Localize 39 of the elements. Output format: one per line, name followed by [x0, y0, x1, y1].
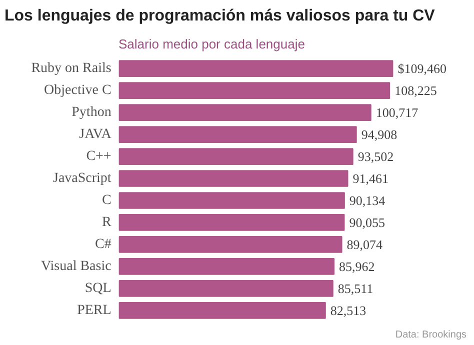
data-label: 82,513 — [330, 302, 366, 318]
chart-subtitle: Salario medio por cada lenguaje — [118, 36, 305, 52]
bar — [118, 192, 345, 209]
bar — [118, 236, 342, 253]
data-label: 90,134 — [349, 192, 386, 208]
bar — [118, 126, 357, 143]
data-label: 93,502 — [358, 149, 394, 164]
chart-title: Los lenguajes de programación más valiosos para tu CV — [4, 8, 436, 24]
y-tick-label: C# — [94, 236, 112, 252]
y-tick-label: C — [102, 192, 112, 208]
data-label: 89,074 — [346, 236, 384, 252]
data-label: 91,461 — [352, 171, 388, 186]
y-tick-label: Objective C — [44, 83, 112, 98]
bar — [118, 82, 390, 99]
data-label: 85,511 — [338, 280, 374, 296]
y-tick-label: Python — [72, 105, 112, 120]
bar — [118, 170, 348, 187]
data-label: 90,055 — [349, 214, 385, 230]
y-tick-label: PERL — [77, 302, 112, 318]
data-label: 100,717 — [376, 105, 419, 120]
bar — [118, 214, 345, 231]
y-tick-label: SQL — [84, 280, 112, 296]
bar — [118, 148, 354, 165]
y-tick-label: Visual Basic — [41, 258, 112, 274]
data-label: 94,908 — [361, 127, 398, 142]
data-label: 85,962 — [339, 258, 375, 274]
y-tick-label: R — [102, 214, 112, 230]
text: Data: Brookings — [395, 330, 467, 340]
bar — [118, 258, 335, 275]
bar — [118, 60, 394, 78]
data-label: $109,460 — [398, 61, 446, 76]
y-tick-label: JavaScript — [53, 171, 112, 186]
y-tick-label: JAVA — [79, 127, 112, 142]
y-tick-label: C++ — [86, 149, 112, 164]
y-tick-label: Ruby on Rails — [31, 61, 112, 76]
bar — [118, 280, 334, 297]
bar — [118, 104, 372, 121]
data-label: 108,225 — [394, 83, 437, 98]
bar — [118, 302, 326, 319]
